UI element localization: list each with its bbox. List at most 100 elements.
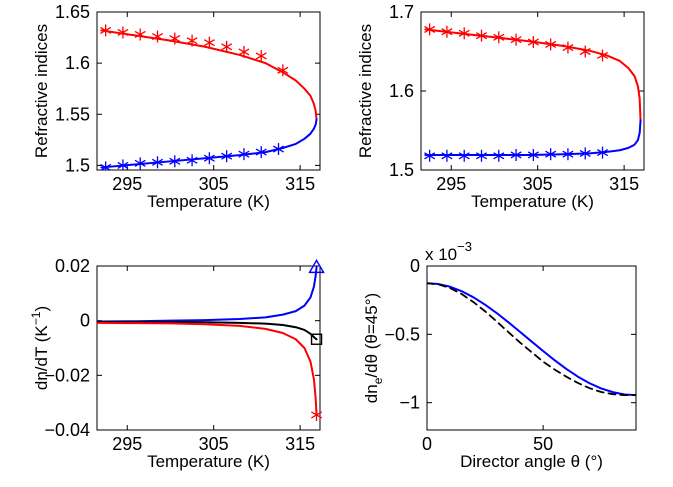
data-point-marker <box>100 24 112 37</box>
data-point-marker <box>475 29 488 42</box>
end-marker <box>308 258 325 274</box>
panel-dne-dtheta: 0 50 −1 −0.5 0 Director angle θ (°) dne/dθ (θ=… <box>362 239 637 471</box>
y-tick-label: −0.02 <box>44 365 90 385</box>
axes-box <box>96 265 321 431</box>
x-tick-label: 305 <box>199 434 229 454</box>
x-tick-label: 295 <box>112 174 142 194</box>
data-point-marker <box>562 41 574 54</box>
data-point-marker <box>545 148 557 161</box>
data-point-marker <box>117 159 129 170</box>
x-tick-label: 50 <box>533 434 553 454</box>
data-point-marker-stroke <box>151 32 164 41</box>
data-point-marker-stroke <box>510 36 522 44</box>
data-point-marker-stroke <box>441 152 453 160</box>
data-point-marker <box>255 49 267 62</box>
end-marker <box>310 333 323 345</box>
data-point-marker <box>424 149 436 162</box>
data-point-marker <box>475 149 488 162</box>
data-point-marker <box>596 146 609 159</box>
data-point-marker <box>203 152 215 165</box>
series-line <box>97 321 318 416</box>
data-point-marker-stroke <box>596 51 609 60</box>
data-point-marker-stroke <box>221 152 233 160</box>
data-point-marker-stroke <box>151 158 164 166</box>
data-point-marker-stroke <box>596 149 609 157</box>
data-point-marker-stroke <box>562 43 574 52</box>
end-marker <box>311 408 323 421</box>
data-point-marker-stroke <box>169 35 181 43</box>
data-point-marker <box>562 148 574 161</box>
data-point-marker <box>527 36 539 49</box>
y-tick-label: 1.55 <box>55 104 90 124</box>
scale-label: x 10−3 <box>425 239 472 264</box>
data-point-marker <box>238 148 250 161</box>
series-line <box>424 119 642 156</box>
data-point-marker <box>221 150 233 163</box>
y-axis-label-part: Refractive indices <box>356 24 375 158</box>
plot-area <box>424 23 642 162</box>
y-tick-label: 1.6 <box>389 81 414 101</box>
data-point-marker-stroke <box>579 149 591 157</box>
panel-refractive-indices-right: 295 305 315 1.5 1.6 1.7 Temperature (K) Refract… <box>356 2 645 211</box>
data-point-marker <box>151 30 164 43</box>
plot-area <box>97 266 318 416</box>
data-point-marker-stroke <box>221 43 233 51</box>
y-axis-label-superscript: −1 <box>29 311 43 325</box>
data-point-marker-stroke <box>458 29 470 37</box>
data-point-marker <box>169 155 181 168</box>
panel-dn-dt: 295 305 315 −0.04 −0.02 0 0.02 Temperature (K) d… <box>29 256 325 471</box>
x-axis-label: Temperature (K) <box>147 192 270 211</box>
y-axis-label-part: /dθ (θ=45°) <box>362 293 381 378</box>
scale-label-exponent: −3 <box>457 239 472 254</box>
x-axis-label: Temperature (K) <box>147 452 270 471</box>
data-point-marker <box>424 23 436 36</box>
x-axis-label: Director angle θ (°) <box>460 452 603 471</box>
y-axis-label: dn/dT (K−1) <box>29 306 51 390</box>
data-point-marker-stroke <box>255 148 267 156</box>
data-point-marker-stroke <box>186 156 198 164</box>
data-point-marker-stroke <box>203 39 215 47</box>
y-axis-label-part: Refractive indices <box>32 24 51 158</box>
data-point-marker-stroke <box>545 40 557 48</box>
data-point-marker <box>203 36 215 49</box>
x-tick-label: 315 <box>285 174 315 194</box>
x-tick-label: 295 <box>112 434 142 454</box>
y-tick-label: 0 <box>410 256 420 276</box>
data-point-marker <box>458 149 470 162</box>
data-point-marker-stroke <box>458 152 470 160</box>
end-marker-stroke <box>311 411 323 419</box>
data-point-marker-stroke <box>100 26 112 34</box>
series-line <box>97 321 318 341</box>
data-point-marker-stroke <box>562 150 574 158</box>
y-axis-label: Refractive indices <box>32 24 51 158</box>
x-tick-label: 305 <box>523 174 553 194</box>
panel-refractive-indices-left: 295 305 315 1.5 1.55 1.6 1.65 Temperature (K) Re… <box>32 2 321 211</box>
x-tick-label: 315 <box>285 434 315 454</box>
y-axis-label-subscript: e <box>371 377 385 384</box>
data-point-marker <box>510 148 522 161</box>
data-point-marker <box>186 154 198 167</box>
y-tick-label: 0 <box>80 311 90 331</box>
data-point-marker-stroke <box>117 161 129 169</box>
y-axis-label-part: ) <box>32 306 51 312</box>
data-point-marker-stroke <box>117 28 129 37</box>
data-point-marker <box>493 149 505 162</box>
data-point-marker <box>272 143 285 156</box>
data-point-marker-stroke <box>134 159 146 167</box>
data-point-marker <box>596 49 609 62</box>
data-point-marker <box>169 32 181 45</box>
scale-label-base: x 10 <box>425 245 457 264</box>
data-point-marker <box>134 28 146 41</box>
data-point-marker-stroke <box>169 157 181 165</box>
y-tick-label: 1.7 <box>389 2 414 22</box>
x-tick-label: 305 <box>199 174 229 194</box>
x-tick-label: 295 <box>436 174 466 194</box>
data-point-marker-stroke <box>100 163 112 170</box>
data-point-marker <box>238 45 250 58</box>
data-point-marker-stroke <box>424 25 436 33</box>
y-tick-label: −0.5 <box>384 324 420 344</box>
data-point-marker-stroke <box>475 32 488 40</box>
data-point-marker-stroke <box>134 30 146 39</box>
data-point-marker <box>186 34 198 47</box>
data-point-marker-stroke <box>475 152 488 160</box>
